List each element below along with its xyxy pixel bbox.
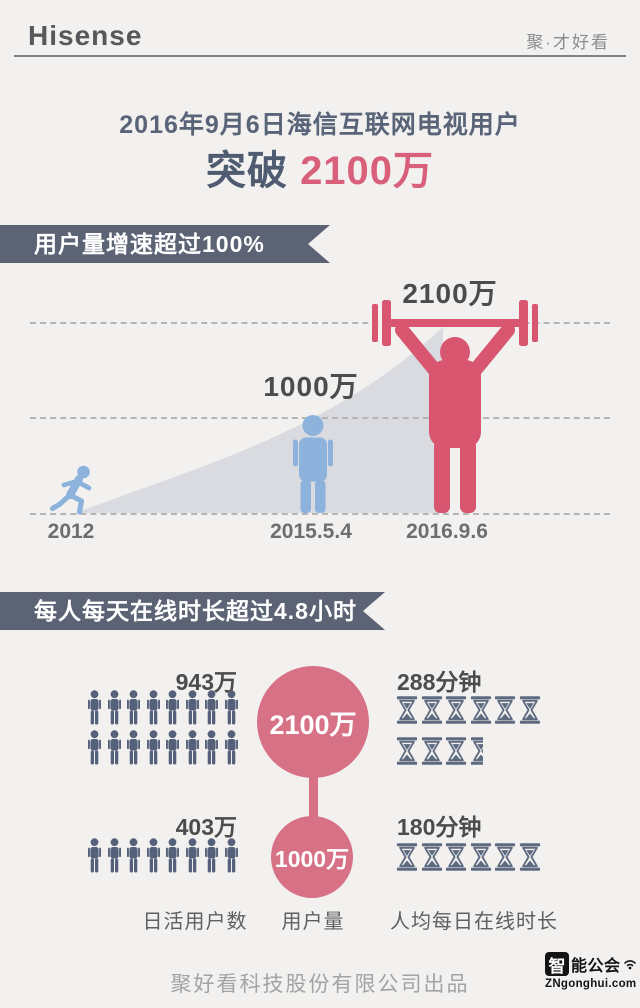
- milestone-value-2016: 2100万: [402, 278, 498, 309]
- footer-credit: 聚好看科技股份有限公司出品: [170, 973, 470, 996]
- poster-title-line2: 突破 2100万: [0, 138, 640, 196]
- milestone-date-2016: 2016.9.6: [406, 520, 488, 543]
- total-users-value-bottom: 1000万: [274, 846, 350, 872]
- person-icon: [163, 690, 182, 725]
- standing-person-icon: [293, 415, 333, 513]
- column-label-avg-online: 人均每日在线时长: [390, 911, 558, 933]
- person-icon: [222, 690, 241, 725]
- column-label-total-users: 用户量: [281, 911, 345, 933]
- hourglass-icon: [396, 695, 418, 725]
- milestone-value-2015: 1000万: [263, 371, 359, 402]
- logo-text: 能公会: [571, 958, 621, 975]
- person-icon: [202, 838, 221, 873]
- hisense-logo: Hisense: [28, 20, 143, 51]
- hourglass-icon: [470, 842, 492, 872]
- hourglass-icon: [494, 695, 516, 725]
- barbell-bar: [388, 319, 522, 327]
- hourglass-icon: [445, 842, 467, 872]
- milestone-date-2015: 2015.5.4: [270, 520, 352, 543]
- hourglass-icon: [519, 842, 541, 872]
- person-icon: [124, 730, 143, 765]
- person-icon: [183, 690, 202, 725]
- person-icon: [85, 838, 104, 873]
- person-icon: [202, 690, 221, 725]
- person-icon-row: [85, 838, 241, 873]
- brand-slogan: 聚·才好看: [526, 33, 610, 52]
- header-divider: [14, 55, 626, 57]
- person-icon: [105, 838, 124, 873]
- person-icon: [144, 838, 163, 873]
- barbell-plate: [372, 304, 378, 342]
- total-users-circle-bottom: 1000万: [271, 816, 353, 898]
- person-icon: [183, 730, 202, 765]
- daily-active-value-bottom: 403万: [175, 814, 237, 840]
- person-icon-row: [85, 690, 241, 725]
- hourglass-icon: [445, 695, 467, 725]
- hourglass-icon: [396, 736, 418, 766]
- person-icon: [85, 690, 104, 725]
- logo-url: ZNgonghui.com: [545, 978, 637, 990]
- person-icon: [163, 730, 182, 765]
- total-users-circle-top: 2100万: [257, 666, 369, 778]
- person-icon: [202, 730, 221, 765]
- person-icon: [144, 690, 163, 725]
- title-highlight-prefix: 突破: [205, 149, 288, 193]
- hourglass-icon: [396, 842, 418, 872]
- title-highlight-value: 2100万: [300, 149, 435, 193]
- circle-connector: [309, 772, 318, 822]
- robot-zhi-icon: 智: [545, 952, 569, 976]
- runner-icon: [50, 465, 92, 515]
- barbell-plate: [532, 304, 538, 342]
- barbell-plate: [382, 300, 391, 346]
- hourglass-icon-row: [396, 736, 485, 766]
- growth-wedge-area: [75, 327, 443, 513]
- milestone-date-2012: 2012: [47, 520, 95, 543]
- hourglass-icon: [470, 695, 492, 725]
- minutes-value-top: 288分钟: [397, 669, 482, 695]
- person-icon: [105, 690, 124, 725]
- person-icon: [124, 838, 143, 873]
- person-icon-row: [85, 730, 241, 765]
- zngonghui-logo: 智 能公会 ZNgonghui.com: [545, 952, 637, 990]
- person-icon: [163, 838, 182, 873]
- barbell-plate: [519, 300, 528, 346]
- person-icon: [222, 730, 241, 765]
- gridline-baseline: [30, 513, 610, 515]
- hourglass-icon: [494, 842, 516, 872]
- hourglass-icon: [421, 842, 443, 872]
- person-icon: [144, 730, 163, 765]
- hourglass-icon: [519, 695, 541, 725]
- weightlifter-icon: [372, 300, 538, 513]
- total-users-value-top: 2100万: [269, 709, 357, 740]
- hourglass-icon-row: [396, 695, 543, 725]
- hourglass-icon-row: [396, 842, 543, 872]
- hourglass-icon: [421, 695, 443, 725]
- hourglass-icon: [421, 736, 443, 766]
- poster-title-line1: 2016年9月6日海信互联网电视用户: [119, 111, 521, 139]
- person-icon: [183, 838, 202, 873]
- usage-section-banner: 每人每天在线时长超过4.8小时: [0, 592, 385, 630]
- gridline-top: [30, 322, 610, 324]
- hourglass-icon: [445, 736, 467, 766]
- column-label-daily-active: 日活用户数: [142, 911, 248, 933]
- growth-section-banner: 用户量增速超过100%: [0, 225, 330, 263]
- growth-chart: 2100万 1000万 2012 2015.5.4 2016.9.6: [0, 270, 640, 570]
- wifi-icon: [623, 960, 636, 970]
- person-icon: [85, 730, 104, 765]
- person-icon: [222, 838, 241, 873]
- hourglass-icon: [470, 736, 483, 766]
- daily-active-value-top: 943万: [175, 669, 237, 695]
- minutes-value-bottom: 180分钟: [397, 814, 482, 840]
- person-icon: [105, 730, 124, 765]
- person-icon: [124, 690, 143, 725]
